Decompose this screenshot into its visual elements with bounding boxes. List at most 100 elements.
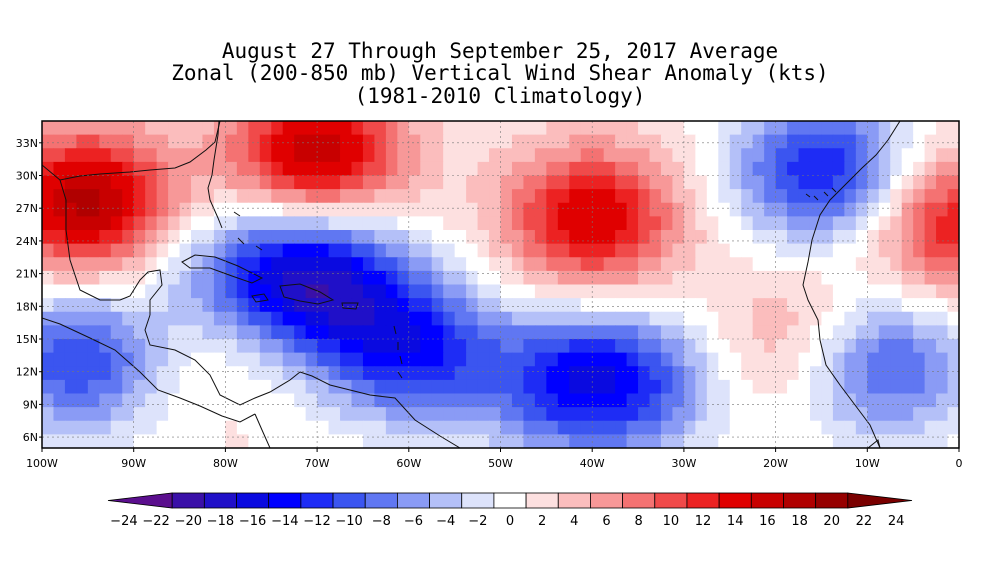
anomaly-cell <box>191 189 204 204</box>
anomaly-cell <box>351 339 364 354</box>
anomaly-cell <box>294 407 307 422</box>
colorbar-tick-label: −16 <box>239 514 266 529</box>
anomaly-cell <box>351 202 364 217</box>
anomaly-cell <box>213 230 226 245</box>
anomaly-cell <box>236 352 249 367</box>
anomaly-cell <box>443 270 456 286</box>
anomaly-cell <box>156 420 169 435</box>
anomaly-cell <box>466 284 479 299</box>
anomaly-cell <box>317 189 330 204</box>
anomaly-cell <box>477 393 490 408</box>
anomaly-cell <box>523 270 536 286</box>
anomaly-cell <box>901 161 914 177</box>
anomaly-cell <box>145 134 158 149</box>
anomaly-cell <box>179 366 192 381</box>
map-title-line-1: August 27 Through September 25, 2017 Ave… <box>221 39 779 63</box>
anomaly-cell <box>660 434 674 448</box>
anomaly-cell <box>351 407 364 422</box>
anomaly-cell <box>466 175 479 190</box>
anomaly-cell <box>741 175 754 190</box>
anomaly-cell <box>534 148 547 163</box>
anomaly-cell <box>202 434 215 448</box>
anomaly-cell <box>511 121 525 136</box>
anomaly-cell <box>706 393 719 408</box>
colorbar-swatch <box>332 492 366 509</box>
anomaly-cell <box>397 216 410 231</box>
anomaly-cell <box>397 420 410 435</box>
anomaly-cell <box>76 134 89 149</box>
anomaly-cell <box>523 230 536 245</box>
anomaly-cell <box>603 339 616 354</box>
anomaly-cell <box>672 298 685 313</box>
anomaly-cell <box>741 366 754 381</box>
anomaly-cell <box>477 202 490 217</box>
anomaly-cell <box>191 407 204 422</box>
anomaly-cell <box>305 216 318 231</box>
anomaly-cell <box>282 189 295 204</box>
anomaly-cell <box>282 325 295 340</box>
anomaly-cell <box>867 189 880 204</box>
anomaly-cell <box>489 270 502 286</box>
anomaly-cell <box>431 379 444 395</box>
colorbar-tick-label: 14 <box>727 514 744 529</box>
anomaly-cell <box>592 230 605 245</box>
anomaly-cell <box>340 230 353 245</box>
anomaly-cell <box>809 339 823 354</box>
anomaly-cell <box>191 270 204 286</box>
anomaly-cell <box>408 257 421 272</box>
anomaly-cell <box>179 189 192 204</box>
anomaly-cell <box>317 202 330 217</box>
anomaly-cell <box>764 189 777 204</box>
anomaly-cell <box>878 161 891 177</box>
anomaly-cell <box>752 216 765 231</box>
anomaly-cell <box>110 434 123 448</box>
anomaly-cell <box>328 379 341 395</box>
anomaly-cell <box>672 189 685 204</box>
anomaly-cell <box>511 243 525 258</box>
anomaly-cell <box>87 352 100 367</box>
anomaly-cell <box>236 202 249 217</box>
anomaly-cell <box>695 366 708 381</box>
anomaly-cell <box>855 366 868 381</box>
anomaly-cell <box>87 202 100 217</box>
anomaly-cell <box>913 270 926 286</box>
anomaly-cell <box>248 434 261 448</box>
anomaly-cell <box>706 284 719 299</box>
anomaly-cell <box>305 230 318 245</box>
anomaly-cell <box>890 175 903 190</box>
anomaly-cell <box>466 270 479 286</box>
colorbar-swatch <box>622 492 656 509</box>
anomaly-cell <box>168 325 181 340</box>
colorbar-tick-label: 12 <box>695 514 712 529</box>
anomaly-cell <box>202 325 215 340</box>
anomaly-cell <box>362 284 376 299</box>
anomaly-cell <box>546 134 559 149</box>
anomaly-cell <box>683 175 696 190</box>
anomaly-cell <box>913 189 926 204</box>
anomaly-cell <box>64 189 77 204</box>
anomaly-cell <box>660 407 674 422</box>
anomaly-cell <box>523 434 536 448</box>
anomaly-cell <box>477 379 490 395</box>
anomaly-cell <box>706 230 719 245</box>
anomaly-cell <box>408 175 421 190</box>
anomaly-cell <box>42 407 55 422</box>
anomaly-cell <box>431 298 444 313</box>
anomaly-cell <box>626 366 639 381</box>
anomaly-cell <box>454 379 467 395</box>
anomaly-cell <box>420 379 433 395</box>
anomaly-cell <box>936 284 949 299</box>
anomaly-cell <box>282 243 295 258</box>
anomaly-cell <box>557 161 570 177</box>
anomaly-cell <box>706 352 719 367</box>
anomaly-cell <box>947 148 959 163</box>
anomaly-cell <box>282 379 295 395</box>
anomaly-cell <box>443 311 456 326</box>
anomaly-cell <box>867 270 880 286</box>
anomaly-cell <box>718 284 731 299</box>
anomaly-cell <box>420 393 433 408</box>
anomaly-cell <box>775 298 788 313</box>
anomaly-cell <box>787 175 800 190</box>
anomaly-cell <box>706 216 719 231</box>
anomaly-cell <box>500 121 513 136</box>
